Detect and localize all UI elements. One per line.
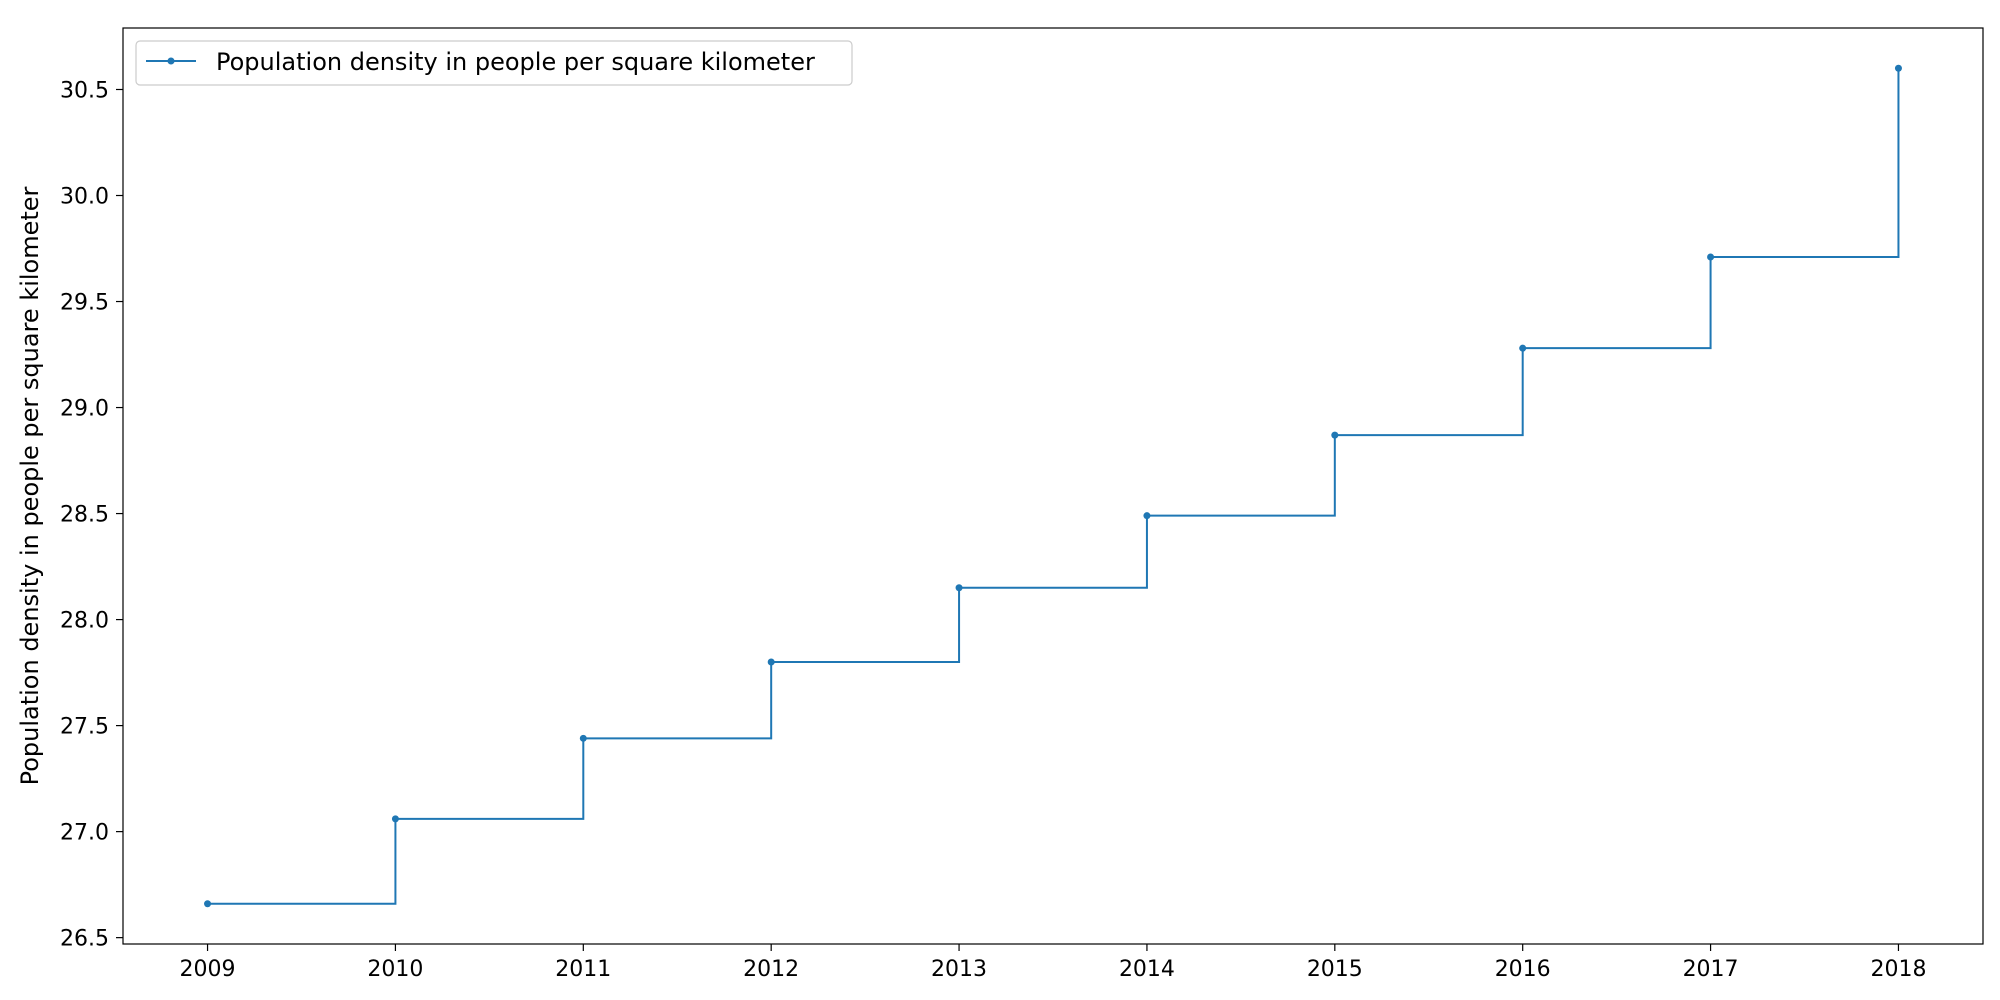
plot-area-frame — [122, 27, 1984, 945]
y-tick-label: 27.0 — [60, 821, 109, 846]
x-tick-label: 2013 — [931, 957, 987, 982]
x-tick-label: 2016 — [1495, 957, 1551, 982]
x-tick-label: 2010 — [367, 957, 423, 982]
y-tick-label: 30.0 — [60, 185, 109, 210]
y-tick-label: 28.0 — [60, 609, 109, 634]
x-tick-label: 2011 — [555, 957, 611, 982]
y-axis-ticks: 26.5 27.0 27.5 28.0 28.5 29.0 29.5 30.0 30.5 — [60, 78, 123, 952]
x-tick-label: 2012 — [743, 957, 799, 982]
data-point — [579, 734, 587, 742]
data-point — [767, 658, 775, 666]
x-tick-label: 2018 — [1870, 957, 1926, 982]
data-point — [1519, 344, 1527, 352]
series-step-line — [207, 68, 1900, 905]
series-points — [204, 64, 1902, 908]
x-tick-label: 2009 — [180, 957, 236, 982]
data-point — [1707, 253, 1715, 261]
data-point — [1331, 431, 1339, 439]
data-point — [955, 584, 963, 592]
legend-marker-swatch — [167, 57, 175, 65]
y-tick-label: 29.0 — [60, 397, 109, 422]
data-point — [1894, 64, 1902, 72]
data-point — [391, 815, 399, 823]
y-axis-label: Population density in people per square … — [16, 186, 44, 785]
legend-box — [135, 40, 853, 86]
y-tick-label: 28.5 — [60, 503, 109, 528]
legend: Population density in people per square … — [135, 40, 853, 86]
y-tick-label: 27.5 — [60, 715, 109, 740]
y-tick-label: 30.5 — [60, 78, 109, 103]
y-tick-label: 29.5 — [60, 291, 109, 316]
x-axis-ticks: 2009 2010 2011 2012 2013 2014 2015 2016 2017 2018 — [180, 944, 1926, 982]
x-tick-label: 2014 — [1119, 957, 1175, 982]
x-tick-label: 2017 — [1683, 957, 1739, 982]
data-point — [1143, 512, 1151, 520]
legend-entry-label: Population density in people per square … — [216, 48, 815, 76]
y-tick-label: 26.5 — [60, 927, 109, 952]
data-point — [204, 900, 212, 908]
x-tick-label: 2015 — [1307, 957, 1363, 982]
